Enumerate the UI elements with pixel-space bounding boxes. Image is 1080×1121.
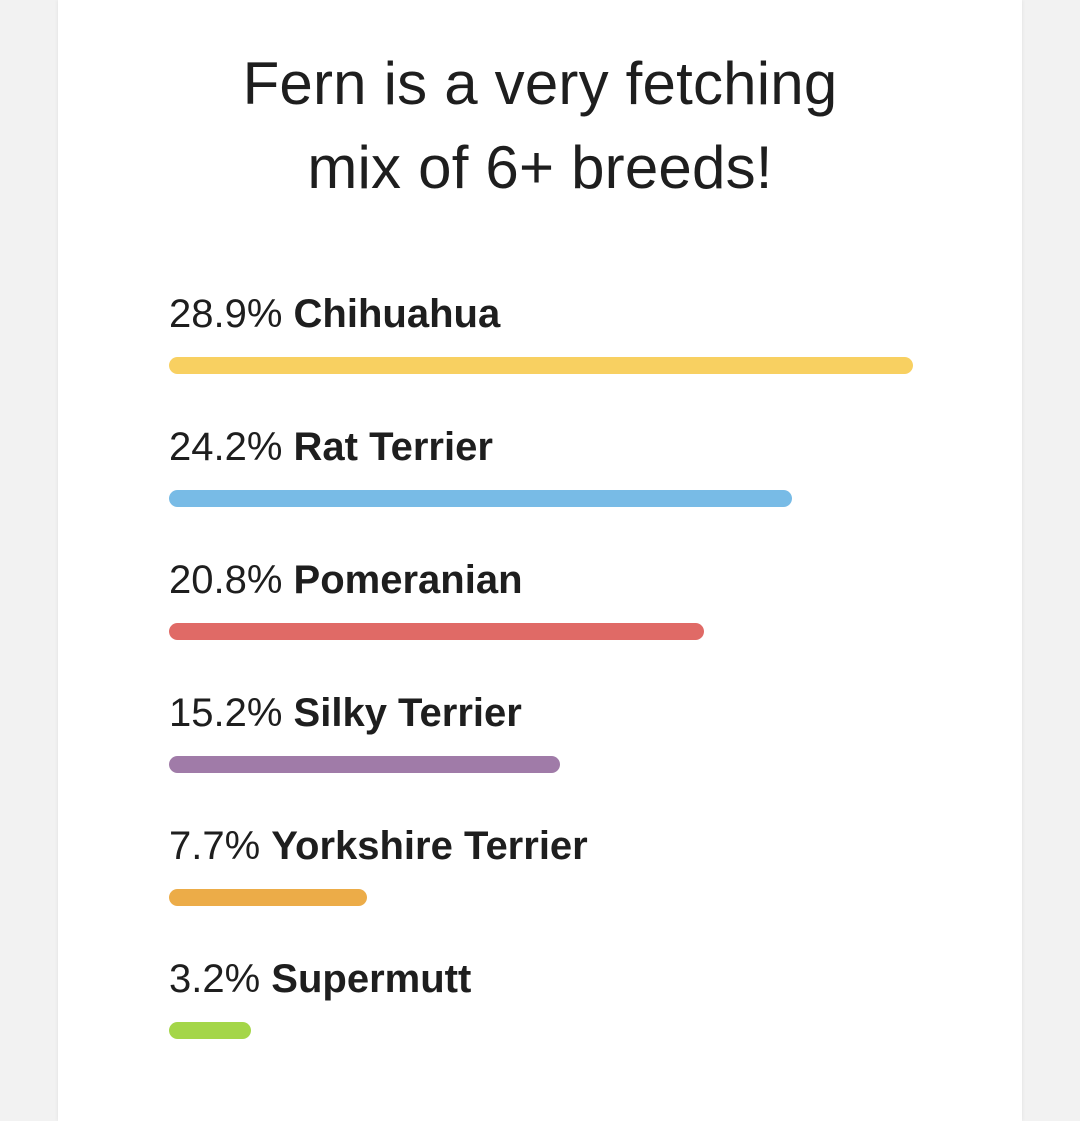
breed-bar	[169, 490, 792, 507]
breed-label: 7.7% Yorkshire Terrier	[169, 822, 588, 870]
breed-label: 28.9% Chihuahua	[169, 290, 500, 338]
breed-bar	[169, 357, 913, 374]
breed-percent-label: 15.2%	[169, 691, 283, 735]
breed-label: 3.2% Supermutt	[169, 955, 471, 1003]
title-line-2: mix of 6+ breeds!	[307, 134, 773, 201]
breed-row-rat-terrier: 24.2% Rat Terrier	[169, 415, 913, 548]
breed-name-label: Rat Terrier	[293, 425, 493, 469]
title-line-1: Fern is a very fetching	[242, 50, 838, 117]
breed-bar	[169, 889, 368, 906]
breed-bar-chart: 28.9% Chihuahua 24.2% Rat Terrier 20.8% …	[169, 282, 913, 1080]
breed-percent-label: 3.2%	[169, 957, 261, 1001]
breed-row-yorkshire-terrier: 7.7% Yorkshire Terrier	[169, 814, 913, 947]
breed-bar	[169, 623, 705, 640]
breed-row-supermutt: 3.2% Supermutt	[169, 947, 913, 1080]
breed-name-label: Supermutt	[271, 957, 472, 1001]
breed-percent-label: 7.7%	[169, 824, 261, 868]
breed-name-label: Silky Terrier	[293, 691, 522, 735]
breed-row-chihuahua: 28.9% Chihuahua	[169, 282, 913, 415]
breed-name-label: Yorkshire Terrier	[271, 824, 588, 868]
breed-name-label: Pomeranian	[293, 558, 523, 602]
breed-label: 20.8% Pomeranian	[169, 556, 523, 604]
breed-row-silky-terrier: 15.2% Silky Terrier	[169, 681, 913, 814]
breed-row-pomeranian: 20.8% Pomeranian	[169, 548, 913, 681]
page-title: Fern is a very fetching mix of 6+ breeds!	[58, 42, 1022, 210]
breed-bar	[169, 756, 561, 773]
breed-percent-label: 24.2%	[169, 425, 283, 469]
breed-bar	[169, 1022, 252, 1039]
breed-percent-label: 20.8%	[169, 558, 283, 602]
breed-name-label: Chihuahua	[293, 292, 501, 336]
breed-percent-label: 28.9%	[169, 292, 283, 336]
breed-label: 15.2% Silky Terrier	[169, 689, 522, 737]
breed-mix-card: Fern is a very fetching mix of 6+ breeds!…	[58, 0, 1022, 1121]
breed-label: 24.2% Rat Terrier	[169, 423, 493, 471]
